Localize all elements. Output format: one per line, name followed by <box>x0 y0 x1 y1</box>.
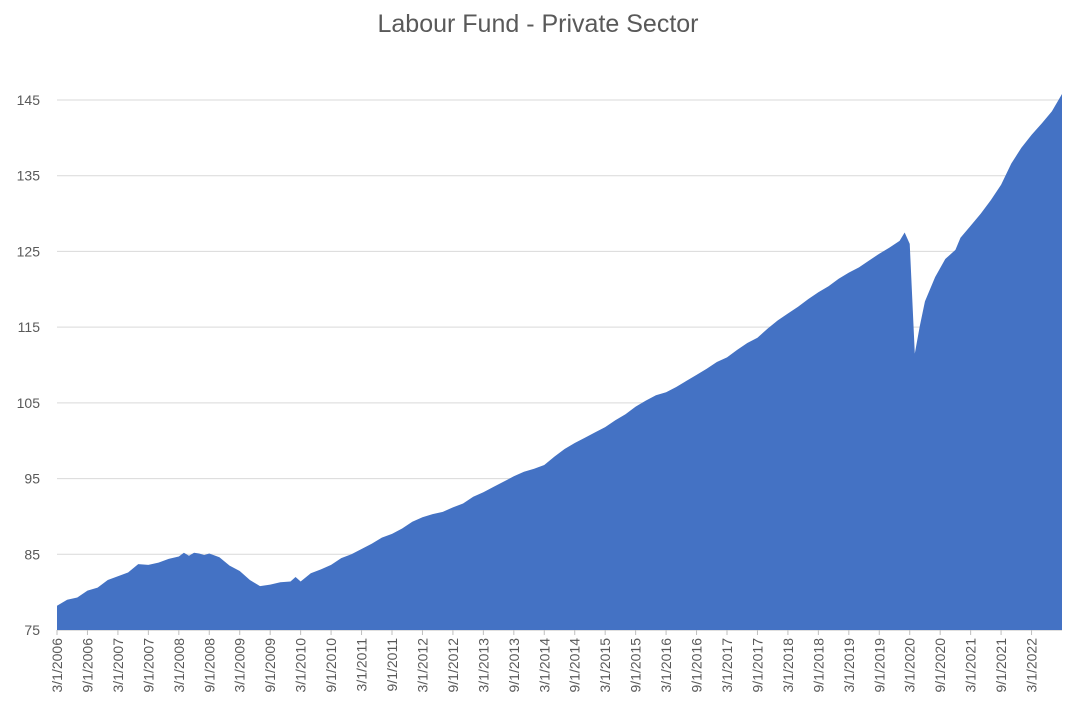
x-tick-label: 3/1/2007 <box>110 638 126 693</box>
y-tick-label: 95 <box>24 471 40 487</box>
x-tick-label: 3/1/2011 <box>354 638 370 692</box>
x-tick-label: 9/1/2009 <box>262 638 278 693</box>
x-tick-label: 9/1/2012 <box>445 638 461 693</box>
x-tick-label: 9/1/2018 <box>810 638 826 693</box>
x-tick-label: 3/1/2019 <box>841 638 857 693</box>
x-tick-label: 3/1/2008 <box>171 638 187 693</box>
y-tick-label: 75 <box>24 622 40 638</box>
x-tick-label: 9/1/2007 <box>140 638 156 693</box>
x-axis: 3/1/2006 9/1/2006 3/1/2007 9/1/2007 3/1/2008… <box>49 630 1040 693</box>
x-tick-label: 3/1/2018 <box>780 638 796 693</box>
y-tick-label: 85 <box>24 546 40 562</box>
x-tick-label: 3/1/2006 <box>49 638 65 693</box>
x-tick-label: 9/1/2020 <box>932 638 948 693</box>
chart-title: Labour Fund - Private Sector <box>378 10 699 38</box>
x-tick-label: 3/1/2010 <box>293 638 309 693</box>
x-tick-label: 3/1/2022 <box>1024 638 1040 693</box>
x-tick-label: 3/1/2021 <box>963 638 979 693</box>
x-tick-label: 9/1/2013 <box>506 638 522 693</box>
area-fill <box>57 93 1062 630</box>
y-tick-label: 115 <box>18 319 41 335</box>
x-tick-label: 9/1/2014 <box>567 638 583 693</box>
x-tick-label: 3/1/2013 <box>475 638 491 693</box>
area-series <box>57 93 1062 630</box>
y-axis: 75 85 95 105 115 125 135 145 <box>17 92 41 638</box>
y-tick-label: 145 <box>17 92 41 108</box>
x-tick-label: 3/1/2016 <box>658 638 674 693</box>
x-tick-label: 9/1/2008 <box>201 638 217 693</box>
x-tick-label: 9/1/2015 <box>628 638 644 693</box>
y-tick-label: 125 <box>17 243 41 259</box>
x-tick-label: 9/1/2016 <box>689 638 705 693</box>
y-tick-label: 135 <box>17 168 41 184</box>
x-tick-label: 3/1/2012 <box>414 638 430 693</box>
x-tick-label: 9/1/2017 <box>749 638 765 693</box>
x-tick-label: 9/1/2019 <box>871 638 887 693</box>
x-tick-label: 9/1/2006 <box>79 638 95 693</box>
x-tick-label: 9/1/2021 <box>993 638 1009 693</box>
x-tick-label: 9/1/2010 <box>323 638 339 693</box>
x-tick-label: 3/1/2015 <box>597 638 613 693</box>
x-tick-label: 3/1/2017 <box>719 638 735 693</box>
x-tick-label: 9/1/2011 <box>384 638 400 692</box>
x-tick-label: 3/1/2014 <box>536 638 552 693</box>
y-tick-label: 105 <box>17 395 41 411</box>
x-tick-label: 3/1/2009 <box>232 638 248 693</box>
x-tick-label: 3/1/2020 <box>902 638 918 693</box>
